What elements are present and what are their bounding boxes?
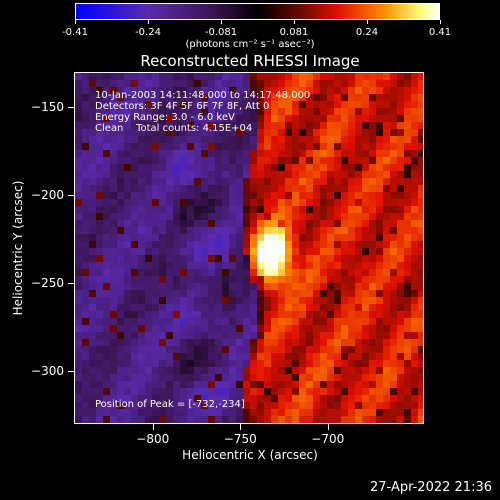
x-axis-title: Heliocentric X (arcsec)	[182, 448, 318, 462]
timestamp: 27-Apr-2022 21:36	[370, 480, 492, 495]
info-time-range: 10-Jan-2003 14:11:48.000 to 14:17:48.000	[95, 90, 311, 101]
info-energy: Energy Range: 3.0 - 6.0 keV	[95, 112, 235, 123]
colorbar-tick-label: 0.24	[355, 27, 379, 38]
info-detectors: Detectors: 3F 4F 5F 6F 7F 8F, Att 0	[95, 101, 270, 112]
x-axis-tick	[240, 424, 242, 430]
colorbar	[75, 3, 440, 20]
info-method: Clean Total counts: 4.15E+04	[95, 123, 253, 134]
image-plot: 10-Jan-2003 14:11:48.000 to 14:17:48.000…	[74, 72, 424, 424]
y-axis-tick	[68, 195, 74, 197]
y-tick-label: −300	[31, 364, 64, 379]
y-axis-tick	[68, 107, 74, 109]
colorbar-tick	[221, 20, 222, 24]
plot-title: Reconstructed RHESSI Image	[140, 52, 360, 70]
y-axis-title: Heliocentric Y (arcsec)	[11, 180, 25, 316]
colorbar-tick	[440, 20, 441, 24]
colorbar-tick	[367, 20, 368, 24]
colorbar-tick-label: 0.081	[279, 27, 309, 38]
x-axis-tick	[327, 424, 329, 430]
x-tick-label: −750	[223, 432, 257, 446]
colorbar-tick-label: -0.081	[204, 27, 238, 38]
x-axis-tick	[152, 424, 154, 430]
y-axis-tick	[68, 371, 74, 373]
colorbar-tick-label: -0.41	[62, 27, 88, 38]
colorbar-tick-label: 0.41	[428, 27, 452, 38]
heatmap	[75, 73, 423, 423]
y-tick-label: −250	[31, 276, 64, 291]
colorbar-tick-label: -0.24	[135, 27, 161, 38]
colorbar-tick	[75, 20, 76, 24]
x-tick-label: −700	[311, 432, 345, 446]
y-tick-label: −200	[31, 188, 64, 203]
x-tick-label: −800	[136, 432, 170, 446]
y-tick-label: −150	[31, 100, 64, 115]
colorbar-tick	[148, 20, 149, 24]
colorbar-units: (photons cm⁻² s⁻¹ asec⁻²)	[185, 39, 315, 50]
info-peak-position: Position of Peak = [-732,-234]	[95, 399, 245, 410]
colorbar-tick	[294, 20, 295, 24]
y-axis-tick	[68, 283, 74, 285]
